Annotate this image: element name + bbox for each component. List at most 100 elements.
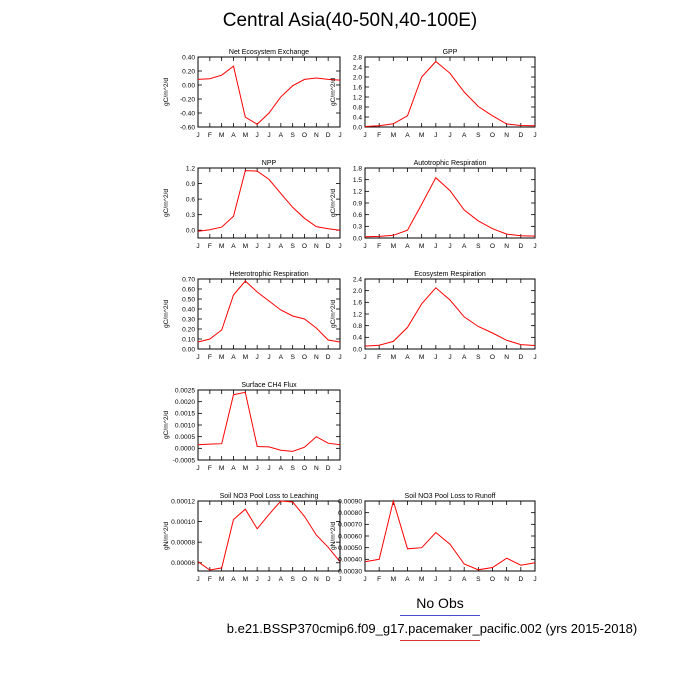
y-tick-label: 0.00010 [171, 519, 195, 526]
y-tick-label: 1.6 [353, 84, 362, 91]
y-tick-label: 0.20 [182, 68, 195, 75]
x-tick-label: A [405, 576, 410, 583]
x-tick-label: S [290, 132, 295, 139]
x-tick-label: J [267, 576, 270, 583]
x-tick-label: J [533, 132, 536, 139]
x-tick-label: D [518, 354, 523, 361]
y-tick-label: 0.0000 [175, 446, 196, 453]
x-tick-label: M [391, 243, 397, 250]
x-tick-label: J [338, 243, 341, 250]
y-tick-label: 0.8 [353, 323, 362, 330]
x-tick-label: J [256, 576, 259, 583]
x-tick-label: J [196, 576, 199, 583]
x-tick-label: N [314, 576, 319, 583]
x-tick-label: J [267, 354, 270, 361]
x-tick-label: D [326, 576, 331, 583]
series-line [197, 280, 341, 343]
plot-frame [364, 167, 536, 239]
x-tick-label: J [338, 132, 341, 139]
panel-title: Net Ecosystem Exchange [229, 49, 309, 56]
panel-title: Soil NO3 Pool Loss to Runoff [405, 493, 496, 500]
x-tick-label: M [243, 465, 249, 472]
x-tick-label: F [208, 576, 212, 583]
x-tick-label: M [243, 243, 249, 250]
x-tick-label: J [256, 132, 259, 139]
x-tick-label: J [196, 243, 199, 250]
y-tick-label: -0.0005 [173, 457, 196, 464]
y-tick-label: 0.00008 [171, 539, 195, 546]
x-tick-label: O [302, 354, 307, 361]
x-tick-label: J [533, 576, 536, 583]
y-tick-label: 0.20 [182, 326, 195, 333]
x-tick-label: J [338, 576, 341, 583]
y-tick-label: 2.4 [353, 64, 362, 71]
panel-title: Soil NO3 Pool Loss to Leaching [220, 493, 319, 500]
y-tick-label: 0.0020 [175, 399, 196, 406]
x-tick-label: A [405, 243, 410, 250]
x-tick-label: D [326, 132, 331, 139]
x-tick-label: N [314, 354, 319, 361]
series-line [197, 170, 341, 232]
panel-title: Heterotrophic Respiration [229, 271, 308, 278]
y-tick-label: 1.2 [186, 165, 195, 172]
y-tick-label: -0.20 [180, 96, 195, 103]
y-tick-label: 0.0005 [175, 434, 196, 441]
panel-title: GPP [443, 49, 458, 56]
x-tick-label: S [476, 132, 481, 139]
x-tick-label: M [219, 243, 225, 250]
x-tick-label: O [490, 354, 495, 361]
x-tick-label: N [504, 576, 509, 583]
panel-5: Ecosystem Respiration 2.4 2.0 1.6 1.2 0.8 0.4 0… [330, 271, 537, 361]
plot-frame [197, 389, 341, 461]
x-tick-label: J [196, 132, 199, 139]
panel-title: Ecosystem Respiration [414, 271, 486, 278]
x-tick-label: J [338, 465, 341, 472]
y-tick-label: 1.5 [353, 177, 362, 184]
x-tick-label: N [314, 465, 319, 472]
y-tick-label: 1.2 [353, 94, 362, 101]
y-tick-label: 2.4 [353, 276, 362, 283]
x-tick-label: O [302, 243, 307, 250]
x-tick-label: N [314, 243, 319, 250]
y-tick-label: 0.00080 [338, 510, 362, 517]
y-tick-label: 0.70 [182, 276, 195, 283]
y-tick-label: 0.3 [353, 224, 362, 231]
x-tick-label: J [434, 354, 437, 361]
x-tick-label: O [302, 465, 307, 472]
y-tick-label: 0.00050 [338, 545, 362, 552]
x-tick-label: S [290, 354, 295, 361]
y-tick-label: 0.60 [182, 286, 195, 293]
x-tick-label: M [219, 132, 225, 139]
x-tick-label: F [208, 465, 212, 472]
plot-frame [364, 278, 536, 350]
x-tick-label: J [256, 465, 259, 472]
x-tick-label: J [448, 243, 451, 250]
y-tick-label: 0.4 [353, 114, 362, 121]
x-tick-label: D [326, 243, 331, 250]
x-tick-label: D [518, 576, 523, 583]
x-tick-label: J [434, 576, 437, 583]
x-tick-label: A [405, 132, 410, 139]
x-tick-label: F [377, 354, 381, 361]
y-tick-label: 0.40 [182, 306, 195, 313]
x-tick-label: A [231, 243, 236, 250]
x-tick-label: A [279, 465, 284, 472]
x-tick-label: A [231, 576, 236, 583]
plot-frame [197, 278, 341, 350]
y-tick-label: 1.6 [353, 300, 362, 307]
y-tick-label: 0.9 [353, 200, 362, 207]
x-tick-label: J [533, 354, 536, 361]
x-tick-label: F [208, 132, 212, 139]
y-tick-label: 2.0 [353, 288, 362, 295]
y-tick-label: 1.2 [353, 189, 362, 196]
x-tick-label: D [518, 132, 523, 139]
x-tick-label: S [476, 576, 481, 583]
x-tick-label: M [419, 132, 425, 139]
x-tick-label: S [290, 576, 295, 583]
x-tick-label: J [363, 243, 366, 250]
page-title: Central Asia(40-50N,40-100E) [222, 10, 478, 31]
x-tick-label: N [504, 354, 509, 361]
x-tick-label: S [290, 243, 295, 250]
x-tick-label: A [279, 576, 284, 583]
